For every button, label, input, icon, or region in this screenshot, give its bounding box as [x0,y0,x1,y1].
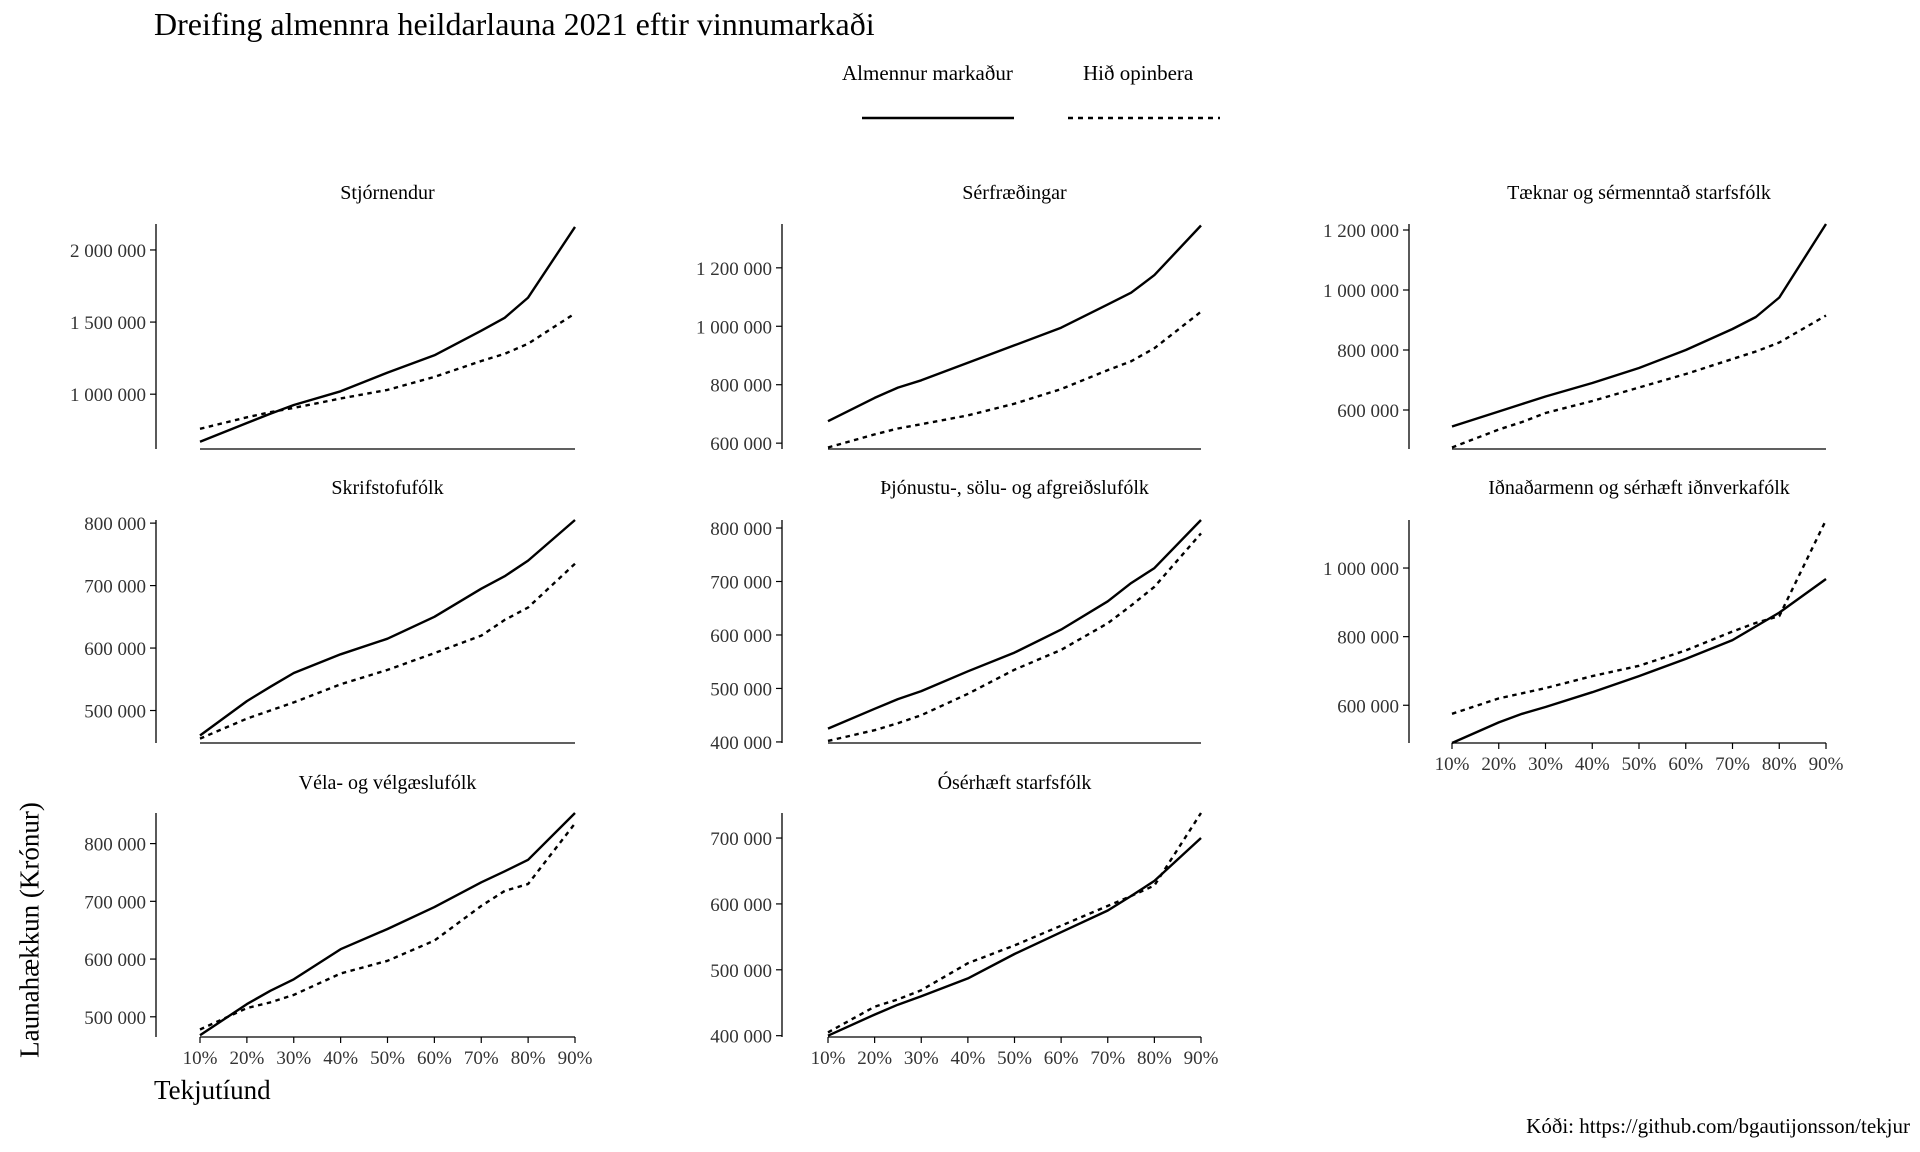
series-line-opinbera [827,532,1202,743]
x-tick-label: 70% [464,1048,499,1069]
x-tick-label: 60% [1044,1048,1079,1069]
x-tick-label: 80% [511,1048,546,1069]
x-tick-label: 50% [997,1048,1032,1069]
x-tick-label: 80% [1137,1048,1172,1069]
y-tick-label: 1 200 000 [1323,221,1399,242]
series-line-opinbera [827,812,1203,1034]
series-line-almennur [1451,578,1827,745]
x-tick-label: 90% [1184,1048,1219,1069]
y-tick-label: 600 000 [710,895,772,916]
y-tick-label: 600 000 [1337,401,1399,422]
x-tick-label: 10% [183,1048,218,1069]
series-line-opinbera [199,312,576,430]
panel-ve-la-og-ve-lg-slufo-lk: Véla- og vélgæslufólk 500 000 600 000 700 0… [84,772,592,1069]
x-tick-label: 70% [1090,1048,1125,1069]
legend-label-opinbera: Hið opinbera [1083,61,1194,85]
y-tick-label: 700 000 [84,577,146,598]
series-line-almennur [1451,223,1828,428]
x-tick-label: 10% [1435,754,1470,775]
y-tick-label: 600 000 [710,434,772,455]
y-tick-label: 800 000 [710,376,772,397]
y-tick-label: 1 000 000 [696,317,772,338]
panel-title: Þjónustu-, sölu- og afgreiðslufólk [880,477,1149,499]
series-line-opinbera [1451,519,1828,715]
panel-title: Ósérhæft starfsfólk [938,770,1092,794]
panel-title: Sérfræðingar [962,182,1067,204]
y-tick-label: 1 000 000 [70,385,146,406]
y-tick-label: 800 000 [84,835,146,856]
y-tick-label: 500 000 [710,961,772,982]
y-tick-label: 700 000 [710,829,772,850]
x-tick-label: 70% [1715,754,1750,775]
y-tick-label: 700 000 [710,572,772,593]
panel-skrifstofufo-lk: Skrifstofufólk 500 000 600 000 700 000 800 0… [84,477,576,744]
series-line-opinbera [199,822,576,1031]
y-tick-label: 400 000 [710,733,772,754]
x-tick-label: 50% [370,1048,405,1069]
x-tick-label: 90% [1809,754,1844,775]
y-tick-label: 500 000 [710,679,772,700]
y-tick-label: 800 000 [1337,628,1399,649]
y-tick-label: 2 000 000 [70,241,146,262]
x-tick-label: 20% [857,1048,892,1069]
y-tick-label: 500 000 [84,702,146,723]
panel-t-knar-og-se-rmennta-starfsfo-lk: Tæknar og sérmenntað starfsfólk 600 000 80… [1323,182,1828,450]
x-tick-label: 40% [1575,754,1610,775]
panel-se-rfr-ingar: Sérfræðingar 600 000 800 000 1 000 000 1 200… [696,182,1202,455]
x-tick-label: 60% [417,1048,452,1069]
chart-title: Dreifing almennra heildarlauna 2021 efti… [154,6,875,42]
x-tick-label: 10% [811,1048,846,1069]
panel-stjo-rnendur: Stjórnendur 1 000 000 1 500 000 2 000 000 [70,182,576,450]
panel-title: Véla- og vélgæslufólk [299,772,477,794]
x-tick-label: 40% [323,1048,358,1069]
y-tick-label: 400 000 [710,1027,772,1048]
y-tick-label: 1 000 000 [1323,559,1399,580]
y-tick-label: 1 200 000 [696,259,772,280]
series-line-almennur [827,519,1202,730]
x-tick-label: 40% [950,1048,985,1069]
y-tick-label: 600 000 [84,639,146,660]
x-tick-label: 90% [558,1048,593,1069]
source-caption: Kóði: https://github.com/bgautijonsson/t… [1526,1114,1910,1138]
y-tick-label: 1 500 000 [70,313,146,334]
series-line-almennur [827,224,1202,423]
series-line-almennur [199,226,576,443]
x-tick-label: 30% [276,1048,311,1069]
panel-i-na-armenn-og-se-rh-ft-i-nverkafo-lk: Iðnaðarmenn og sérhæft iðnverkafólk 600 0… [1323,477,1844,775]
y-axis-label: Launahækkun (Krónur) [14,802,45,1058]
y-tick-label: 600 000 [1337,696,1399,717]
series-line-opinbera [827,310,1202,449]
x-tick-label: 20% [229,1048,264,1069]
x-tick-label: 30% [1528,754,1563,775]
panel-o-se-rh-ft-starfsfo-lk: Ósérhæft starfsfólk 400 000 500 000 600 000… [710,770,1218,1069]
panel-title: Skrifstofufólk [331,477,443,499]
x-tick-label: 30% [904,1048,939,1069]
y-tick-label: 500 000 [84,1008,146,1029]
y-tick-label: 800 000 [710,519,772,540]
series-line-opinbera [199,562,576,740]
y-tick-label: 600 000 [84,950,146,971]
x-tick-label: 20% [1481,754,1516,775]
panel-title: Stjórnendur [340,182,435,204]
legend-label-almennur: Almennur markaður [842,61,1013,85]
panel-title: Iðnaðarmenn og sérhæft iðnverkafólk [1488,477,1790,499]
series-line-opinbera [1451,314,1827,449]
series-line-almennur [827,837,1202,1037]
x-tick-label: 50% [1622,754,1657,775]
x-tick-label: 80% [1762,754,1797,775]
y-tick-label: 800 000 [84,514,146,535]
y-tick-label: 700 000 [84,892,146,913]
series-line-almennur [199,812,576,1037]
series-line-almennur [199,519,576,737]
panel-jo-nustu-so-lu-og-afgrei-slufo-lk: Þjónustu-, sölu- og afgreiðslufólk 400 00… [710,477,1202,754]
x-axis-label: Tekjutíund [154,1075,271,1105]
y-tick-label: 600 000 [710,626,772,647]
y-tick-label: 800 000 [1337,341,1399,362]
y-tick-label: 1 000 000 [1323,281,1399,302]
panel-title: Tæknar og sérmenntað starfsfólk [1507,182,1771,204]
x-tick-label: 60% [1668,754,1703,775]
